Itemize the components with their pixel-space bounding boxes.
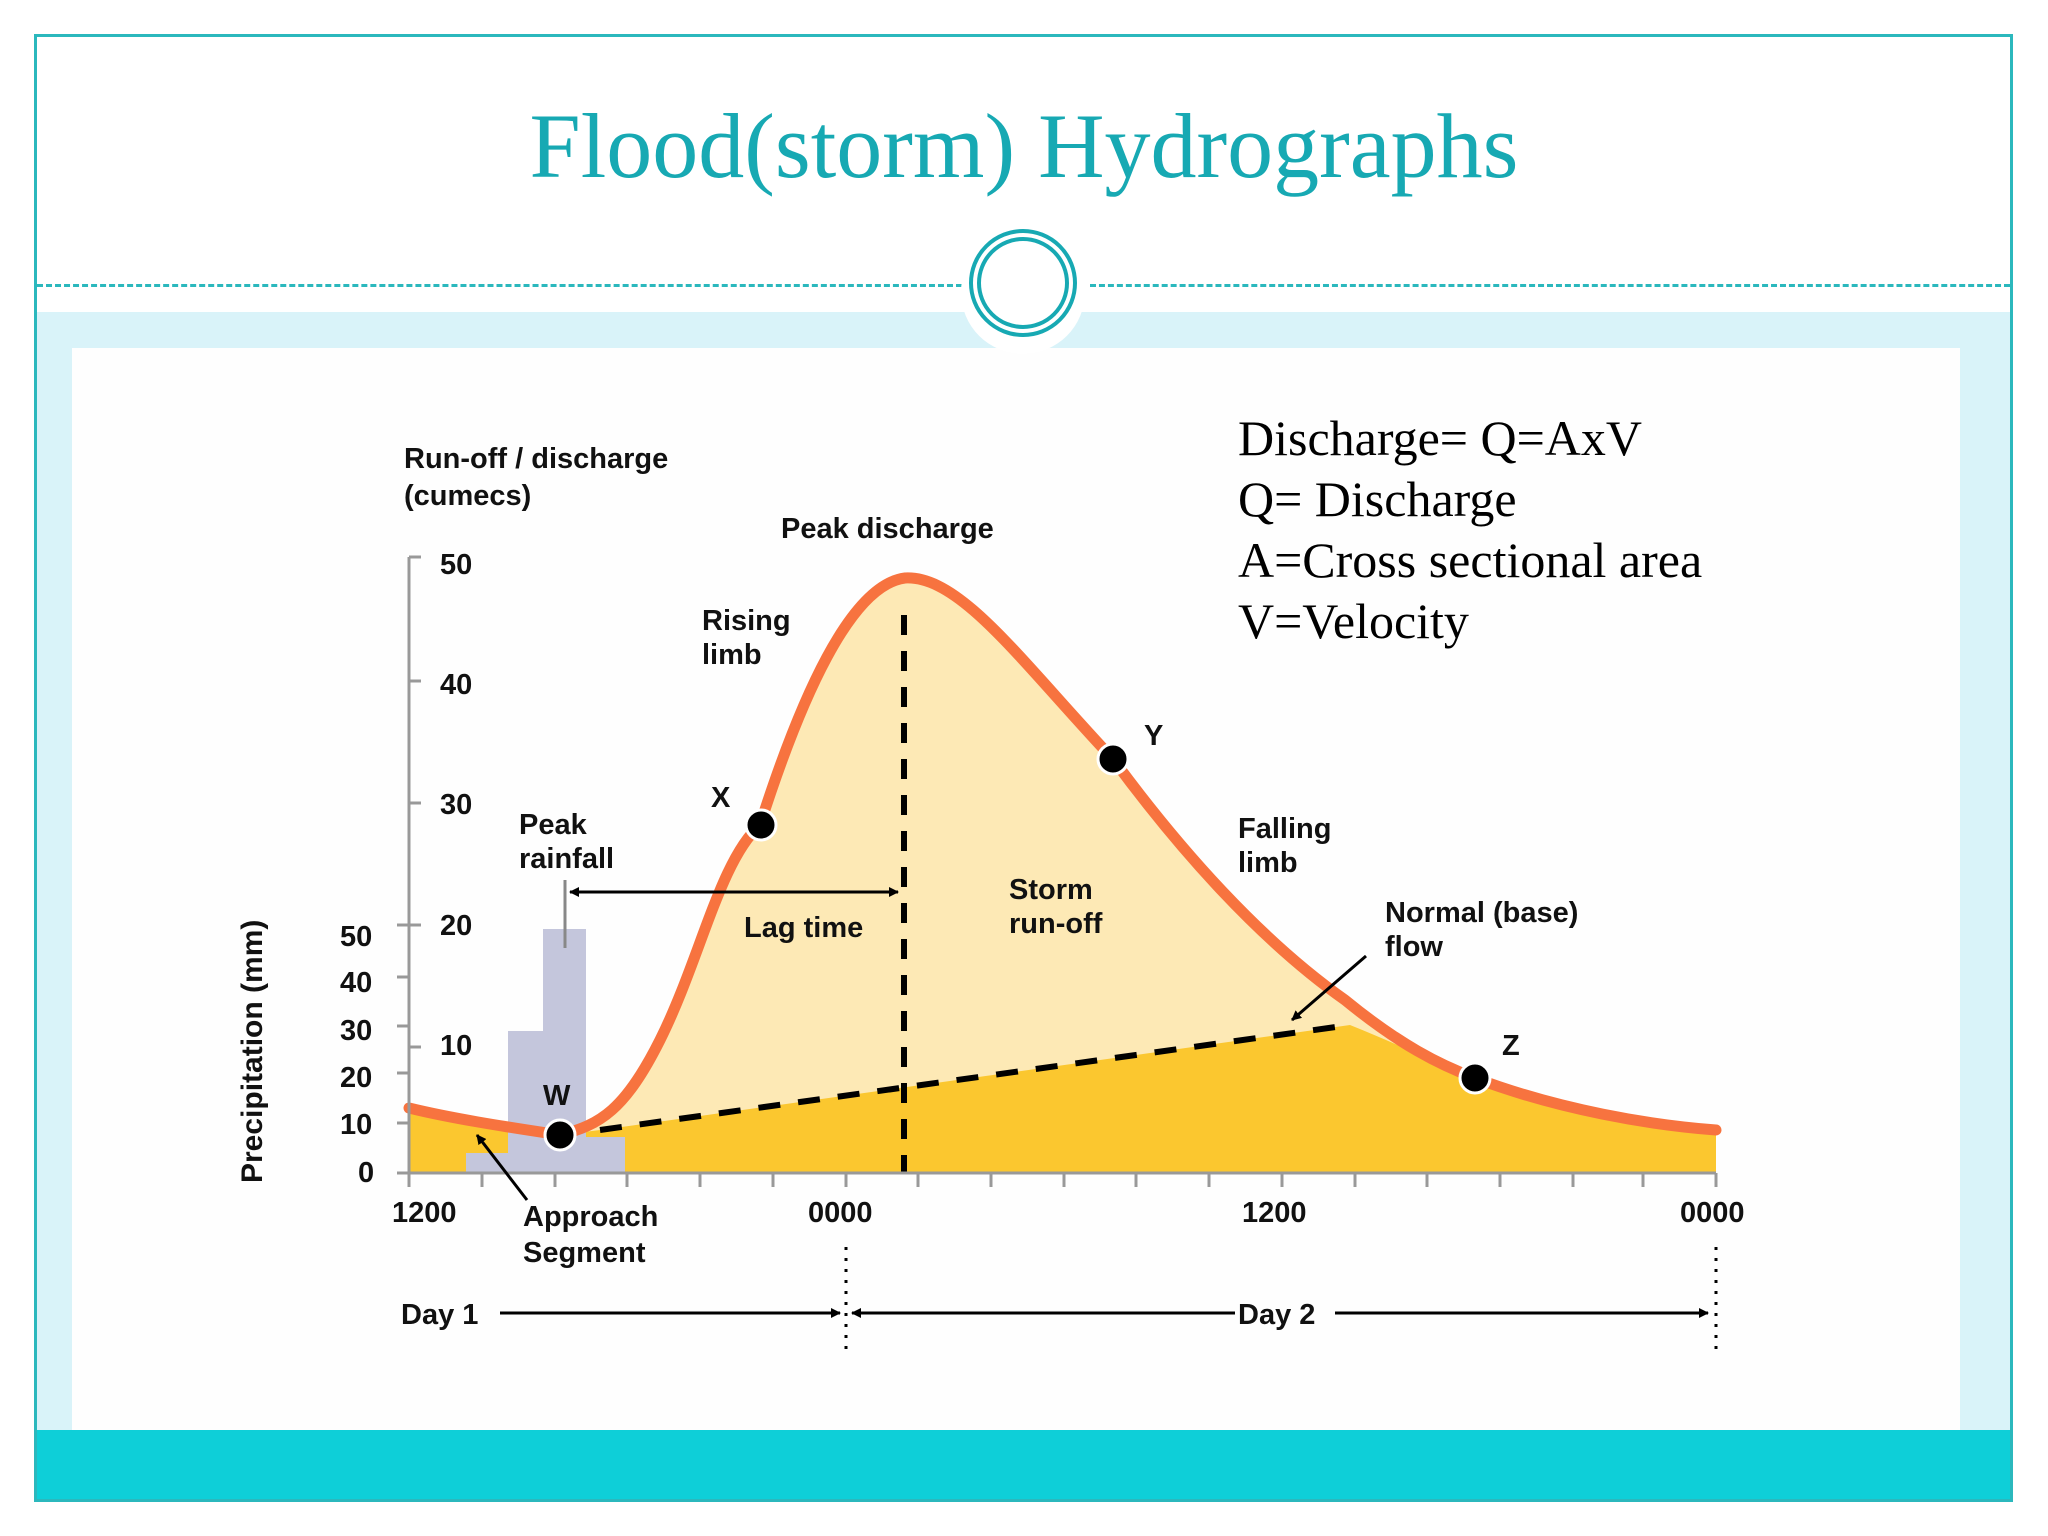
y2-tick-label: 50 <box>340 921 372 953</box>
formula-block: Discharge= Q=AxV Q= Discharge A=Cross se… <box>1238 408 1702 652</box>
approach-segment-arrow <box>475 1134 529 1201</box>
day1-label: Day 1 <box>401 1299 478 1331</box>
y-tick-label: 40 <box>440 669 472 701</box>
y-tick-label: 30 <box>440 789 472 821</box>
slide-title: Flood(storm) Hydrographs <box>529 95 1519 197</box>
y-tick-label: 10 <box>440 1030 472 1062</box>
peak-rainfall-label: rainfall <box>519 843 614 875</box>
hydrograph-curve <box>403 572 1722 1141</box>
base-flow-arrow <box>1291 954 1367 1022</box>
y-tick-label: 50 <box>440 549 472 581</box>
point-w-marker <box>543 1118 577 1152</box>
baseflow-line <box>599 1022 1351 1133</box>
x-tick-label: 0000 <box>808 1197 873 1229</box>
formula-line: Q= Discharge <box>1238 471 1517 527</box>
point-z-marker <box>1458 1061 1492 1095</box>
approach-segment-label: Segment <box>523 1237 646 1269</box>
title-divider-left <box>37 284 962 287</box>
title-divider-right <box>1090 284 2010 287</box>
point-w-label: W <box>543 1080 571 1112</box>
approach-segment-label: Approach <box>523 1201 658 1233</box>
rising-limb-label: limb <box>702 639 762 671</box>
baseflow-area <box>409 1025 1716 1173</box>
storm-runoff-area <box>560 577 1475 1173</box>
point-z-label: Z <box>1502 1030 1520 1062</box>
y2-tick-label: 10 <box>340 1109 372 1141</box>
y2-axis-title: Precipitation (mm) <box>236 920 269 1183</box>
y-axis <box>397 555 421 1175</box>
point-x-marker <box>744 808 778 842</box>
base-flow-label: flow <box>1385 931 1443 963</box>
storm-runoff-label: run-off <box>1009 908 1103 940</box>
peak-discharge-label: Peak discharge <box>781 513 994 545</box>
falling-limb-label: limb <box>1238 847 1298 879</box>
x-tick-label: 1200 <box>392 1197 457 1229</box>
x-axis <box>407 1171 1718 1187</box>
base-flow-label: Normal (base) <box>1385 897 1578 929</box>
peak-rainfall-label: Peak <box>519 809 588 841</box>
rising-limb-label: Rising <box>702 605 791 637</box>
y-axis-title-line1: Run-off / discharge <box>404 443 668 475</box>
point-y-label: Y <box>1144 720 1163 752</box>
lag-time-label: Lag time <box>744 912 863 944</box>
x-tick-label: 1200 <box>1242 1197 1307 1229</box>
x-tick-label: 0000 <box>1680 1197 1745 1229</box>
formula-line: V=Velocity <box>1238 593 1469 649</box>
y-axis-title-line2: (cumecs) <box>404 480 531 512</box>
day2-label: Day 2 <box>1238 1299 1315 1331</box>
y2-tick-label: 40 <box>340 967 372 999</box>
key-points <box>543 742 1492 1152</box>
footer-bar <box>37 1430 2010 1499</box>
y2-tick-label: 30 <box>340 1015 372 1047</box>
falling-limb-label: Falling <box>1238 813 1331 845</box>
point-y-marker <box>1096 742 1130 776</box>
formula-line: A=Cross sectional area <box>1238 532 1703 588</box>
y2-tick-label: 0 <box>358 1157 374 1189</box>
formula-line: Discharge= Q=AxV <box>1238 410 1643 466</box>
point-x-label: X <box>711 782 731 814</box>
y-tick-label: 20 <box>440 910 472 942</box>
storm-runoff-label: Storm <box>1009 874 1093 906</box>
y2-tick-label: 20 <box>340 1062 372 1094</box>
